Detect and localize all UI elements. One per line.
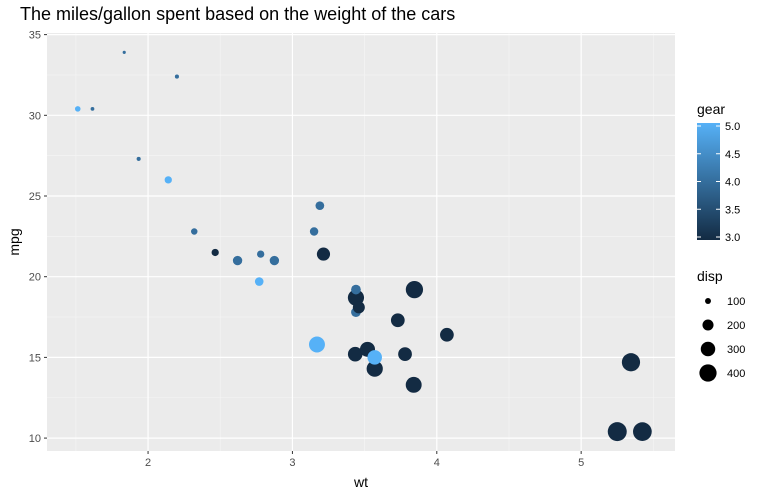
disp-legend-keys: 100 200 300 400 (699, 296, 745, 382)
y-tick-label: 10 (29, 433, 41, 445)
gear-tick-label: 5.0 (725, 121, 740, 133)
data-point (367, 350, 382, 365)
gear-tick-label: 3.5 (725, 204, 740, 216)
data-point (351, 284, 361, 295)
x-tick-label: 5 (578, 457, 584, 469)
data-point (352, 301, 365, 314)
gear-tick-label: 4.5 (725, 149, 740, 161)
data-point (316, 247, 331, 261)
data-point (309, 227, 319, 236)
y-axis-title: mpg (6, 228, 22, 255)
gear-tick-label: 3.0 (725, 232, 740, 244)
gear-colorbar (697, 123, 720, 240)
y-axis-ticks: 10 15 20 25 30 35 (29, 30, 47, 445)
data-point (440, 327, 454, 342)
data-point (232, 255, 243, 266)
plot-panel (47, 33, 675, 451)
data-point (257, 250, 265, 258)
data-point (74, 106, 81, 112)
disp-legend-key (705, 298, 711, 304)
data-point (398, 347, 412, 362)
disp-size-legend: disp 100 200 300 400 (697, 268, 745, 382)
data-point (269, 255, 280, 266)
disp-legend-key (702, 319, 714, 331)
data-point (607, 422, 627, 442)
gear-legend-title: gear (697, 101, 725, 117)
gear-legend-ticks: 3.0 3.5 4.0 4.5 5.0 (697, 121, 740, 244)
data-point (621, 353, 641, 372)
data-point (164, 176, 172, 184)
gear-tick-label: 4.0 (725, 177, 740, 189)
y-tick-label: 35 (29, 30, 41, 42)
disp-legend-title: disp (697, 268, 723, 284)
data-point (191, 228, 198, 235)
chart-title: The miles/gallon spent based on the weig… (20, 4, 456, 24)
y-tick-label: 25 (29, 191, 41, 203)
x-axis-title: wt (353, 474, 368, 490)
y-tick-label: 20 (29, 272, 41, 284)
disp-legend-label: 400 (727, 368, 745, 380)
data-point (315, 201, 325, 211)
x-tick-label: 4 (434, 457, 440, 469)
data-point (308, 336, 325, 353)
data-point (366, 360, 383, 377)
disp-legend-label: 300 (727, 344, 745, 356)
minor-gridlines (47, 33, 675, 451)
data-point (122, 50, 126, 54)
x-tick-label: 3 (289, 457, 295, 469)
data-point (254, 277, 264, 286)
disp-legend-key (699, 364, 717, 382)
x-axis-ticks: 2 3 4 5 (145, 451, 584, 469)
data-point (211, 248, 219, 257)
disp-legend-label: 100 (727, 296, 745, 308)
data-points (74, 50, 652, 442)
data-point (347, 346, 363, 362)
data-point (90, 106, 95, 111)
data-point (633, 422, 652, 441)
data-point (405, 376, 422, 393)
disp-legend-key (700, 341, 716, 357)
data-point (136, 156, 141, 161)
x-tick-label: 2 (145, 457, 151, 469)
gear-color-legend: gear 3.0 3.5 4.0 4.5 5.0 (697, 101, 740, 244)
data-point (390, 313, 405, 328)
data-point (405, 280, 424, 299)
data-point (174, 74, 179, 79)
y-tick-label: 15 (29, 352, 41, 364)
disp-legend-label: 200 (727, 320, 745, 332)
y-tick-label: 30 (29, 110, 41, 122)
